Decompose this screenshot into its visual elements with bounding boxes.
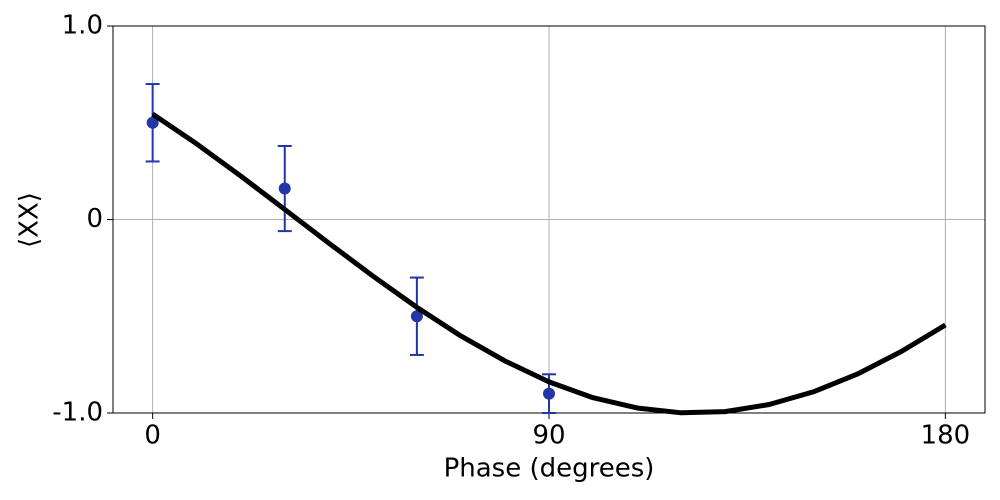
y-tick-label: 1.0 [62, 11, 103, 41]
data-point [543, 387, 555, 400]
data-point [278, 182, 291, 195]
y-tick-label: 0 [86, 204, 103, 234]
fit-curve [151, 111, 947, 416]
x-tick-label: 0 [144, 421, 161, 451]
data-point [146, 116, 159, 129]
x-axis-label: Phase (degrees) [444, 454, 655, 484]
x-tick-label: 90 [532, 421, 565, 451]
data-point [410, 310, 423, 323]
y-tick-label: -1.0 [52, 398, 103, 428]
x-tick-label: 180 [921, 421, 971, 451]
y-axis-label: ⟨XX⟩ [15, 192, 45, 248]
